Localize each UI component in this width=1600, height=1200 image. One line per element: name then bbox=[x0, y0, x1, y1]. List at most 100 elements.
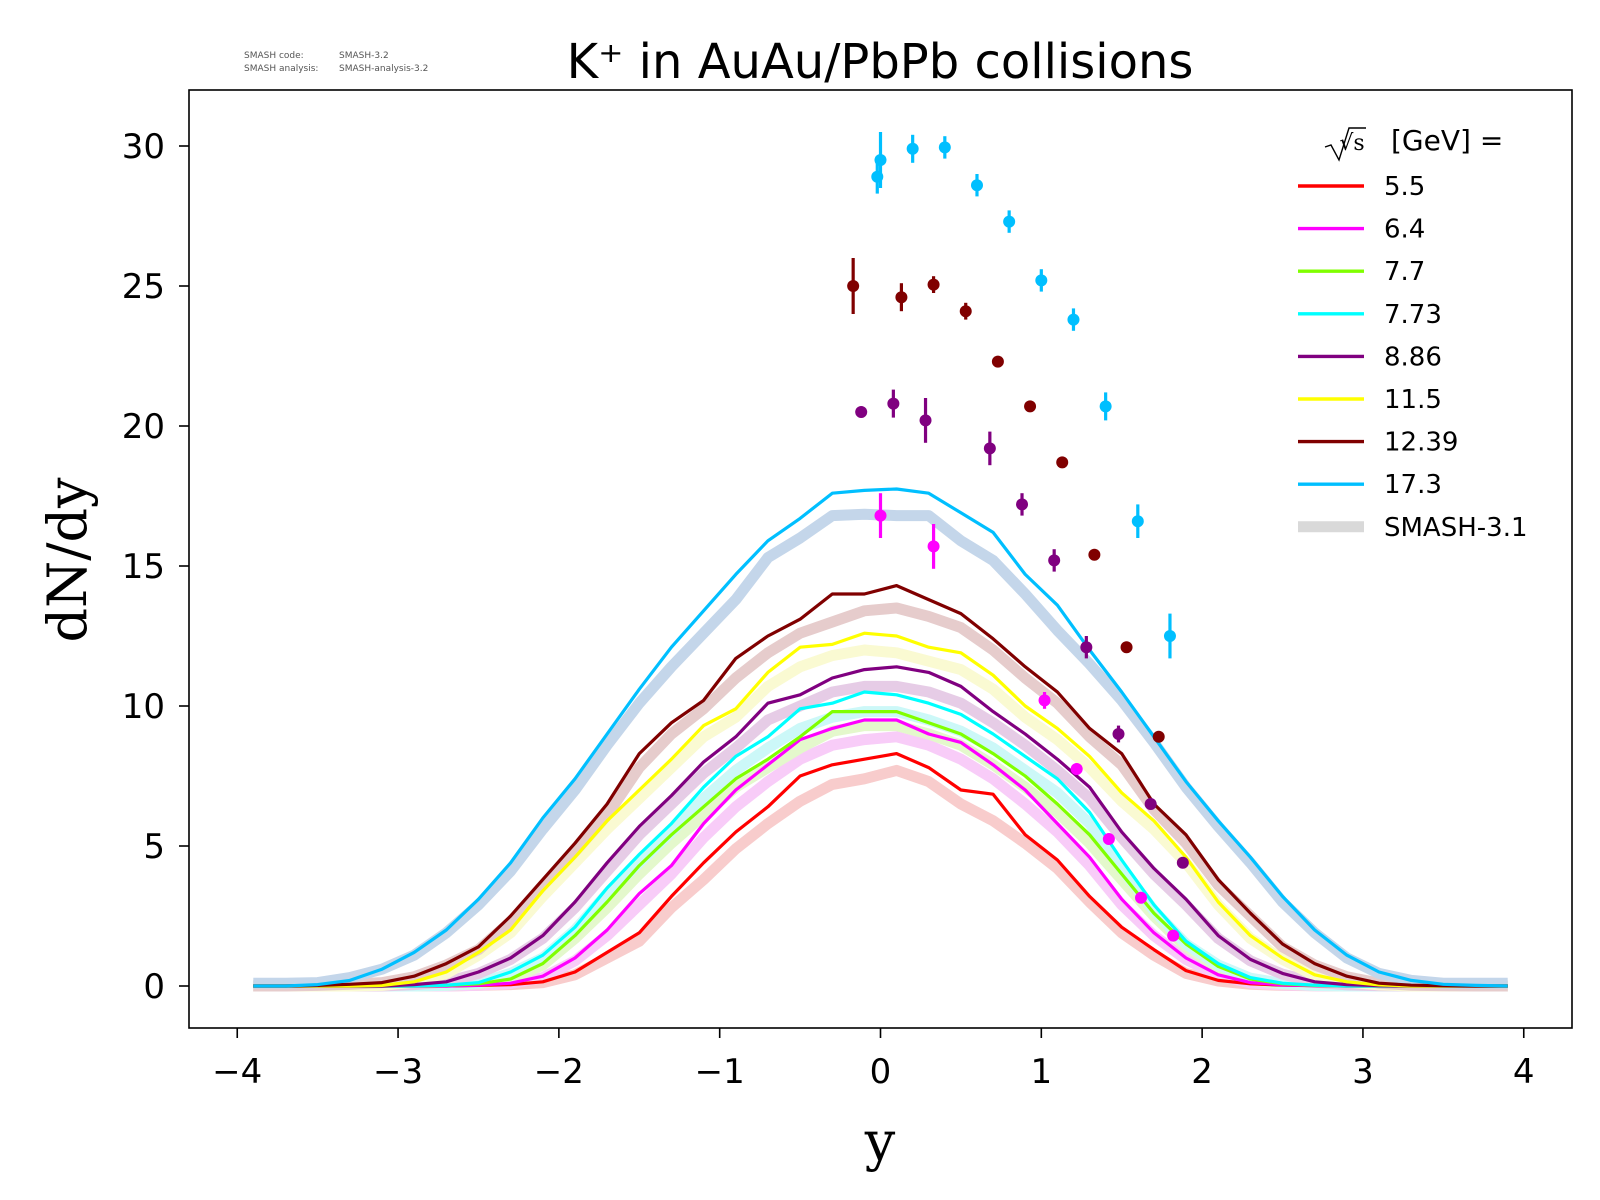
x-tick-label: 2 bbox=[1191, 1052, 1213, 1092]
point-marker bbox=[1016, 498, 1029, 511]
point-marker bbox=[847, 280, 860, 292]
series-line-6 bbox=[253, 584, 1508, 988]
legend-label: 17.3 bbox=[1384, 470, 1442, 500]
data-curves bbox=[253, 487, 1508, 988]
data-point bbox=[970, 174, 983, 197]
y-tick-label: 25 bbox=[122, 267, 165, 307]
y-tick-label: 20 bbox=[122, 407, 165, 447]
reference-line-6 bbox=[253, 602, 1508, 992]
data-point bbox=[1038, 692, 1051, 709]
x-tick-label: 0 bbox=[870, 1052, 892, 1092]
data-point bbox=[1067, 308, 1080, 331]
y-tick-label: 15 bbox=[122, 547, 165, 587]
data-point bbox=[1102, 833, 1115, 845]
point-marker bbox=[1056, 456, 1069, 469]
y-tick-label: 0 bbox=[143, 967, 165, 1007]
point-marker bbox=[1152, 730, 1165, 743]
legend-label: 7.73 bbox=[1384, 300, 1442, 330]
data-point bbox=[1135, 891, 1148, 904]
data-point bbox=[991, 355, 1004, 368]
point-marker bbox=[895, 291, 908, 304]
point-marker bbox=[1176, 856, 1189, 869]
legend-label: 5.5 bbox=[1384, 172, 1425, 202]
point-marker bbox=[874, 509, 887, 522]
chart-title: K⁺ in AuAu/PbPb collisions bbox=[567, 34, 1194, 90]
legend-item: 8.86 bbox=[1298, 342, 1442, 372]
legend-label: 6.4 bbox=[1384, 215, 1425, 245]
x-axis-label: y bbox=[864, 1110, 896, 1173]
legend-label: 11.5 bbox=[1384, 385, 1442, 415]
legend-item: 7.73 bbox=[1298, 300, 1442, 330]
legend-header-root: √s bbox=[1339, 131, 1364, 156]
series-line-7 bbox=[253, 487, 1508, 988]
point-marker bbox=[1048, 554, 1061, 567]
x-tick-label: −1 bbox=[695, 1052, 745, 1092]
data-point bbox=[855, 406, 868, 418]
data-point bbox=[1167, 929, 1180, 942]
legend-item: 12.39 bbox=[1298, 428, 1458, 458]
point-marker bbox=[1024, 400, 1037, 413]
point-marker bbox=[983, 442, 996, 455]
experimental-points bbox=[847, 132, 1189, 942]
x-tick-label: 4 bbox=[1513, 1052, 1535, 1092]
point-marker bbox=[1144, 798, 1157, 810]
data-point bbox=[938, 136, 951, 159]
y-tick-label: 30 bbox=[122, 127, 165, 167]
data-point bbox=[1120, 641, 1133, 654]
data-point bbox=[1131, 504, 1144, 538]
sqrt-radical-icon bbox=[1324, 127, 1366, 162]
smash-analysis-value: SMASH-analysis-3.2 bbox=[339, 64, 428, 74]
point-marker bbox=[1131, 515, 1144, 528]
data-point bbox=[1112, 725, 1125, 743]
data-point bbox=[1016, 493, 1029, 516]
data-point bbox=[983, 431, 996, 466]
x-tick-label: 1 bbox=[1030, 1052, 1052, 1092]
data-point bbox=[847, 258, 860, 314]
point-marker bbox=[938, 141, 951, 154]
data-point bbox=[1056, 456, 1069, 469]
point-marker bbox=[1038, 694, 1051, 707]
data-point bbox=[927, 524, 940, 569]
data-point bbox=[906, 134, 919, 163]
point-marker bbox=[1135, 891, 1148, 904]
data-point bbox=[1099, 392, 1112, 421]
data-point bbox=[1144, 798, 1157, 810]
plot-area bbox=[253, 132, 1508, 992]
axis-ticks: −4 −3 −2 −1 0 1 2 3 4 0 5 10 15 20 25 30 bbox=[122, 127, 1535, 1092]
point-marker bbox=[1035, 274, 1048, 287]
data-point bbox=[1176, 856, 1189, 869]
data-point bbox=[919, 398, 932, 443]
point-marker bbox=[927, 540, 940, 553]
legend-label: 8.86 bbox=[1384, 342, 1442, 372]
point-marker bbox=[855, 406, 868, 418]
point-marker bbox=[1163, 630, 1176, 642]
point-marker bbox=[874, 154, 887, 166]
legend-label: 7.7 bbox=[1384, 257, 1425, 287]
point-marker bbox=[991, 355, 1004, 368]
point-marker bbox=[919, 414, 932, 427]
point-marker bbox=[1003, 215, 1016, 228]
point-marker bbox=[1099, 400, 1112, 413]
series-line-5 bbox=[253, 631, 1508, 988]
legend-header-unit: [GeV] = bbox=[1391, 124, 1503, 157]
data-point bbox=[895, 283, 908, 312]
legend-header: √s [GeV] = bbox=[1324, 124, 1503, 162]
point-marker bbox=[1080, 641, 1093, 654]
legend-item: 6.4 bbox=[1298, 215, 1425, 245]
data-point bbox=[1080, 636, 1093, 659]
x-tick-label: −4 bbox=[212, 1052, 262, 1092]
point-marker bbox=[970, 179, 983, 192]
legend: √s [GeV] = 5.5 6.4 7.7 7.73 8.86 11.5 12.39 17.… bbox=[1298, 124, 1528, 543]
data-point bbox=[874, 493, 887, 538]
legend-item: 7.7 bbox=[1298, 257, 1425, 287]
x-tick-label: 3 bbox=[1352, 1052, 1374, 1092]
data-point bbox=[1088, 548, 1101, 561]
point-marker bbox=[959, 305, 972, 318]
legend-item: 11.5 bbox=[1298, 385, 1442, 415]
smash-analysis-label: SMASH analysis: bbox=[244, 64, 318, 74]
legend-label: SMASH-3.1 bbox=[1384, 513, 1528, 543]
data-point bbox=[1003, 210, 1016, 233]
series-line-4 bbox=[253, 665, 1508, 988]
